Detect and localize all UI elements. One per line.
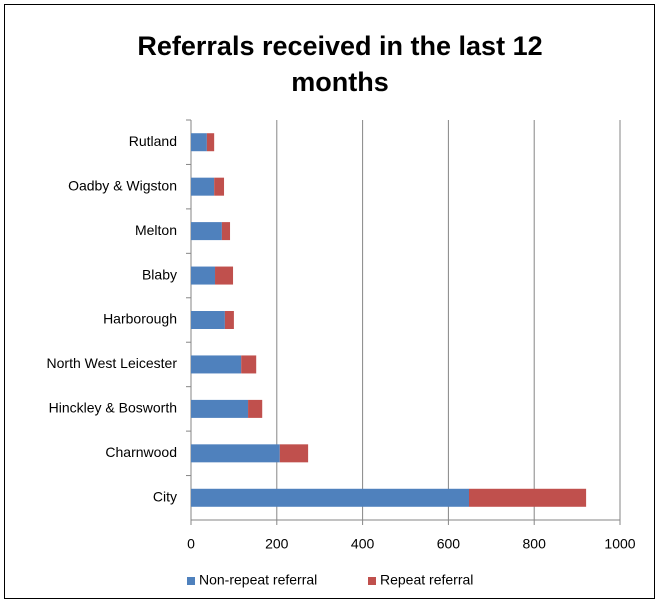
- bar-segment: [191, 444, 280, 463]
- bar-segment: [248, 399, 263, 418]
- bar-segment: [191, 266, 216, 285]
- y-tick-label: Melton: [135, 222, 177, 238]
- legend-label: Non-repeat referral: [199, 572, 317, 588]
- y-tick-label: Charnwood: [105, 444, 177, 460]
- y-tick-label: Rutland: [129, 133, 177, 149]
- bar-segment: [191, 355, 242, 374]
- y-tick-label: North West Leicester: [47, 355, 178, 371]
- y-tick-label: City: [153, 488, 177, 504]
- bar-segment: [214, 177, 225, 196]
- y-tick-label: Hinckley & Bosworth: [49, 400, 177, 416]
- legend-swatch: [368, 577, 376, 585]
- x-tick-label: 1000: [604, 536, 635, 552]
- bar-segment: [191, 311, 225, 329]
- bar-segment: [191, 488, 469, 507]
- x-tick-label: 800: [523, 536, 547, 552]
- x-tick-label: 200: [265, 536, 289, 552]
- y-tick-label: Oadby & Wigston: [68, 177, 177, 193]
- bar-segment: [468, 488, 587, 507]
- bar-segment: [191, 133, 207, 152]
- legend-swatch: [187, 577, 195, 585]
- chart-title: Referrals received in the last 12 months: [137, 31, 543, 97]
- legend-label: Repeat referral: [380, 572, 473, 588]
- x-tick-label: 0: [187, 536, 195, 552]
- bar-segment: [206, 133, 215, 152]
- y-tick-label: Blaby: [142, 266, 177, 282]
- bar-segment: [241, 355, 257, 374]
- x-tick-label: 400: [351, 536, 375, 552]
- bar-segment: [221, 222, 231, 241]
- bar-segment: [215, 266, 234, 285]
- bar-segment: [279, 444, 309, 463]
- x-tick-label: 600: [437, 536, 461, 552]
- bar-segment: [191, 399, 249, 418]
- bar-segment: [191, 177, 215, 196]
- bar-segment: [191, 222, 222, 241]
- y-tick-label: Harborough: [103, 311, 177, 327]
- chart-border: [4, 4, 655, 599]
- bar-segment: [224, 311, 234, 329]
